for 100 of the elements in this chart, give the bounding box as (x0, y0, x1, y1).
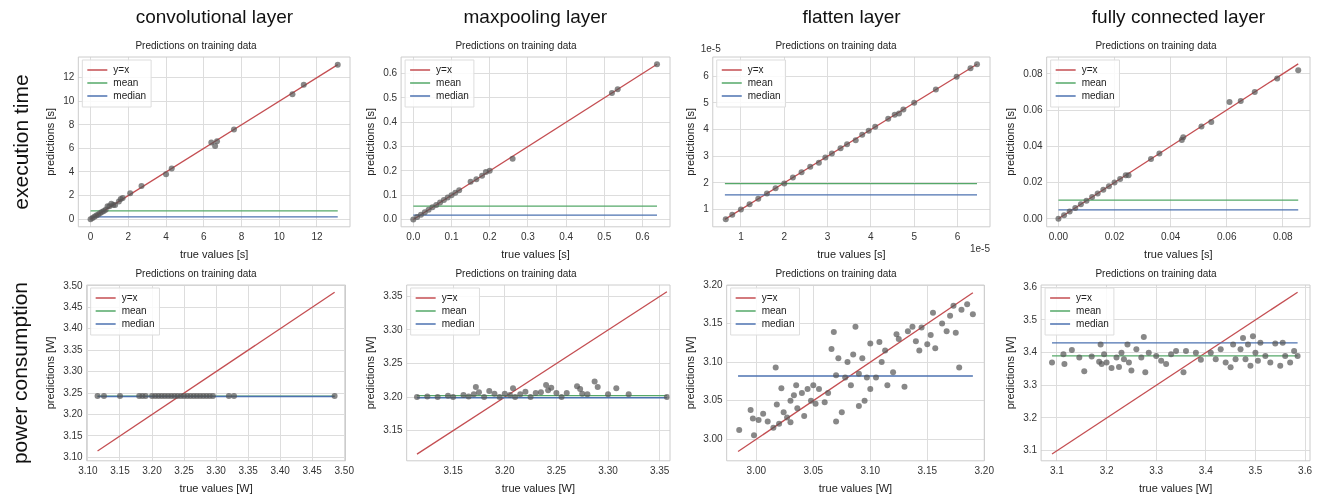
chart-title: Predictions on training data (135, 267, 258, 279)
x-tick-label: 3.35 (649, 464, 670, 476)
x-tick-label: 3.1 (1050, 464, 1065, 476)
x-tick-label: 0 (87, 230, 94, 242)
x-tick-label: 0.0 (406, 230, 421, 242)
y-tick-label: 3.35 (63, 343, 84, 355)
x-tick-label: 3.20 (974, 464, 995, 476)
x-axis-title: true values [s] (179, 248, 249, 261)
y-axis-title: predictions [s] (683, 107, 696, 176)
x-tick-label: 3.2 (1099, 464, 1114, 476)
text: power consumption (8, 281, 33, 464)
y-tick-label: 3.6 (1023, 281, 1038, 293)
y-tick-label: 3.45 (63, 301, 84, 313)
chart-title: Predictions on training data (1095, 39, 1218, 51)
x-tick-label: 0.5 (597, 230, 612, 242)
y-tick-label: 3.05 (703, 394, 724, 406)
y-tick-label: 1 (703, 203, 710, 215)
y-tick-label: 4 (703, 123, 710, 135)
x-tick-label: 3.00 (746, 464, 767, 476)
x-tick-label: 2 (781, 230, 788, 242)
legend-label: y=x (1076, 291, 1092, 303)
legend-label: mean (1081, 76, 1107, 88)
y-tick-label: 3.15 (383, 424, 404, 436)
x-axis-title: true values [W] (1138, 482, 1213, 495)
y-tick-label: 5 (703, 96, 710, 108)
y-tick-label: 0.08 (1023, 67, 1044, 79)
y-tick-label: 0.04 (1023, 140, 1044, 152)
legend-label: median (747, 89, 781, 101)
y-tick-label: 0.3 (383, 140, 398, 152)
x-tick-label: 12 (311, 230, 323, 242)
y-tick-label: 0.2 (383, 164, 398, 176)
x-tick-label: 3.40 (270, 464, 291, 476)
y-tick-label: 0.00 (1023, 212, 1044, 224)
y-tick-label: 3.35 (383, 290, 404, 302)
x-tick-label: 0.00 (1048, 230, 1069, 242)
y-tick-label: 3.1 (1023, 444, 1038, 456)
legend-label: median (121, 317, 155, 329)
y-tick-label: 3.50 (63, 279, 84, 291)
x-axis-title: true values [W] (501, 482, 576, 495)
text: convolutional layer (135, 6, 294, 28)
legend-label: y=x (1081, 63, 1098, 75)
x-tick-label: 3.30 (206, 464, 227, 476)
x-tick-label: 3.15 (917, 464, 938, 476)
x-tick-label: 3.5 (1248, 464, 1263, 476)
legend-label: median (436, 89, 469, 101)
y-tick-label: 0.6 (383, 67, 398, 79)
x-tick-label: 3.15 (110, 464, 131, 476)
y-tick-label: 3.15 (63, 429, 84, 441)
chart-title: Predictions on training data (455, 39, 578, 51)
text: 1e-5 (700, 43, 721, 54)
y-tick-label: 3.20 (63, 408, 84, 420)
x-tick-label: 0.2 (482, 230, 498, 242)
x-tick-label: 3.15 (443, 464, 464, 476)
y-tick-label: 3.40 (63, 322, 84, 334)
legend-label: y=x (113, 63, 130, 75)
legend-label: median (761, 317, 795, 329)
y-tick-label: 8 (68, 118, 75, 130)
y-axis-title: predictions [s] (363, 107, 376, 176)
y-tick-label: 0 (68, 212, 75, 224)
x-tick-label: 3.35 (238, 464, 259, 476)
x-tick-label: 3.10 (860, 464, 881, 476)
legend-label: mean (761, 304, 787, 316)
y-tick-label: 3.25 (63, 386, 84, 398)
y-tick-label: 3.10 (703, 355, 724, 367)
text: maxpooling layer (463, 6, 608, 28)
y-tick-label: 2 (703, 176, 710, 188)
legend-label: y=x (761, 291, 778, 303)
y-tick-label: 3.30 (383, 323, 404, 335)
legend-label: mean (121, 304, 147, 316)
y-tick-label: 6 (703, 69, 710, 81)
x-tick-label: 4 (163, 230, 170, 242)
chart-title: Predictions on training data (135, 39, 258, 51)
x-tick-label: 3.3 (1149, 464, 1164, 476)
x-tick-label: 1 (738, 230, 745, 242)
y-tick-label: 3.15 (703, 317, 724, 329)
y-tick-label: 0.02 (1023, 176, 1044, 188)
x-tick-label: 3.30 (598, 464, 619, 476)
x-tick-label: 4 (868, 230, 875, 242)
legend-label: mean (747, 76, 773, 88)
y-tick-label: 4 (68, 165, 75, 177)
x-tick-label: 0.6 (635, 230, 650, 242)
y-tick-label: 3.2 (1023, 411, 1038, 423)
x-tick-label: 0.02 (1104, 230, 1125, 242)
legend-label: y=x (436, 63, 452, 75)
y-tick-label: 6 (68, 142, 75, 154)
chart-title: Predictions on training data (775, 267, 898, 279)
y-tick-label: 3.4 (1023, 346, 1038, 358)
y-tick-label: 3.20 (383, 390, 404, 402)
x-axis-title: true values [s] (1144, 248, 1213, 261)
legend-label: mean (441, 304, 467, 316)
x-tick-label: 0.3 (520, 230, 536, 242)
x-axis-title: true values [W] (818, 482, 893, 495)
x-tick-label: 0.06 (1216, 230, 1237, 242)
y-axis-title: predictions [s] (1003, 107, 1016, 176)
y-tick-label: 3.30 (63, 365, 84, 377)
y-axis-title: predictions [W] (1003, 336, 1016, 410)
x-tick-label: 3.6 (1298, 464, 1313, 476)
y-tick-label: 3 (703, 149, 710, 161)
legend-label: median (113, 89, 147, 101)
legend-label: mean (1076, 304, 1102, 316)
